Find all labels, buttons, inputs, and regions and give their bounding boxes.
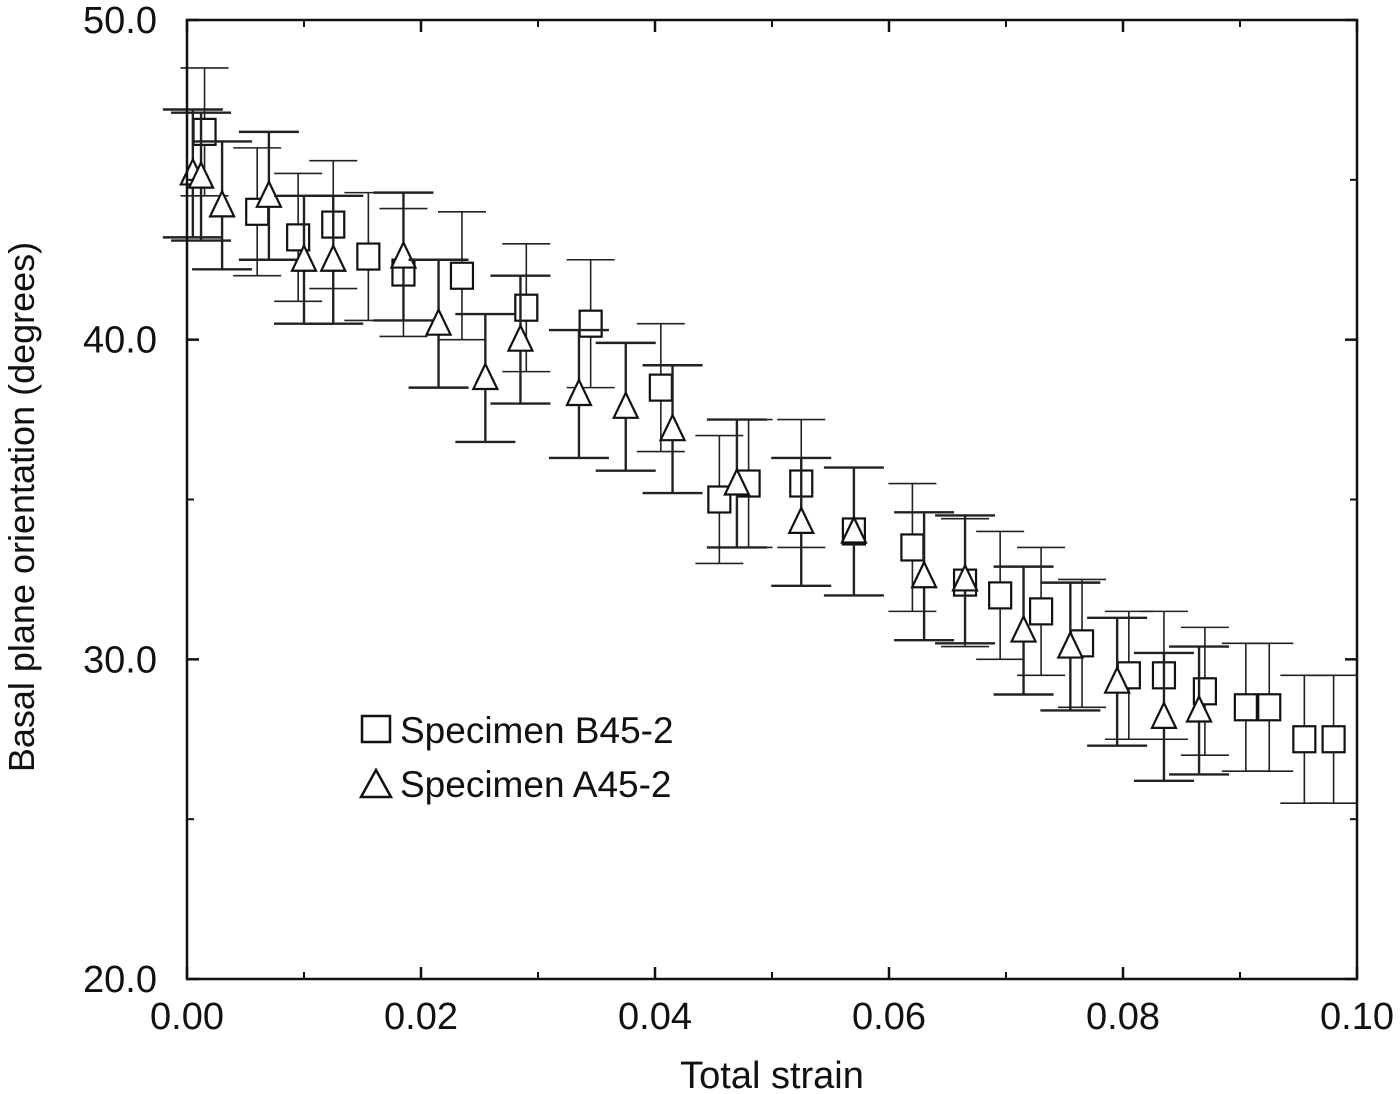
legend: Specimen B45-2 Specimen A45-2 [358, 710, 674, 805]
x-tick-label: 0.04 [618, 996, 692, 1038]
x-tick-label: 0.02 [384, 996, 458, 1038]
series-specimen-b45-2 [180, 67, 1358, 804]
square-marker [1321, 725, 1346, 754]
square-marker [578, 309, 603, 338]
triangle-marker [565, 377, 593, 407]
y-tick-label: 50.0 [83, 0, 157, 42]
triangle-marker [1056, 630, 1085, 659]
x-tick-label: 0.10 [1320, 996, 1394, 1038]
square-marker [988, 581, 1013, 610]
legend-label-a45-2: Specimen A45-2 [400, 764, 672, 805]
square-marker [1028, 597, 1054, 626]
plot-area-border [185, 18, 1359, 981]
y-tick-label: 30.0 [83, 639, 157, 681]
x-axis: 0.00 0.02 0.04 0.06 0.08 0.10 [150, 20, 1394, 1038]
square-marker [900, 533, 925, 562]
y-tick-label: 20.0 [83, 959, 157, 1001]
data-marks [162, 67, 1358, 804]
triangle-marker [208, 188, 236, 218]
triangle-marker [612, 390, 640, 419]
y-tick-label: 40.0 [83, 320, 157, 362]
triangle-marker [658, 412, 687, 442]
triangle-marker [1185, 693, 1213, 723]
triangle-marker [255, 179, 283, 208]
x-tick-label: 0.00 [150, 996, 224, 1038]
triangle-marker [424, 307, 453, 336]
square-marker [514, 293, 539, 322]
triangle-marker [389, 240, 418, 269]
legend-item-a45-2: Specimen A45-2 [358, 764, 672, 805]
triangle-marker [290, 243, 318, 272]
square-marker [1257, 693, 1282, 722]
triangle-marker [840, 514, 868, 544]
triangle-marker [1009, 614, 1038, 643]
triangle-marker [187, 160, 215, 189]
plot-frame [185, 18, 1359, 981]
square-marker [449, 261, 475, 290]
triangle-marker [471, 361, 500, 391]
y-axis: 20.0 30.0 40.0 50.0 [83, 0, 1357, 1001]
legend-triangle-marker [358, 767, 394, 799]
triangle-marker [1103, 665, 1131, 694]
x-tick-label: 0.06 [852, 996, 926, 1038]
triangle-marker [787, 505, 815, 534]
square-marker [286, 223, 311, 252]
square-marker [356, 242, 381, 271]
x-tick-label: 0.08 [1086, 996, 1160, 1038]
triangle-marker [319, 243, 347, 272]
square-marker [648, 373, 673, 402]
legend-item-b45-2: Specimen B45-2 [360, 710, 674, 751]
y-axis-label: Basal plane orientation (degrees) [1, 242, 42, 772]
legend-label-b45-2: Specimen B45-2 [400, 710, 674, 751]
triangle-marker [506, 323, 535, 352]
square-marker [1292, 725, 1317, 754]
triangle-marker [910, 559, 938, 589]
triangle-marker [951, 562, 979, 592]
series-specimen-a45-2 [162, 108, 1230, 783]
legend-square-marker [360, 714, 392, 744]
triangle-marker [1150, 700, 1178, 729]
x-axis-label: Total strain [680, 1055, 864, 1094]
square-marker [1233, 693, 1258, 722]
triangle-marker [723, 466, 751, 496]
